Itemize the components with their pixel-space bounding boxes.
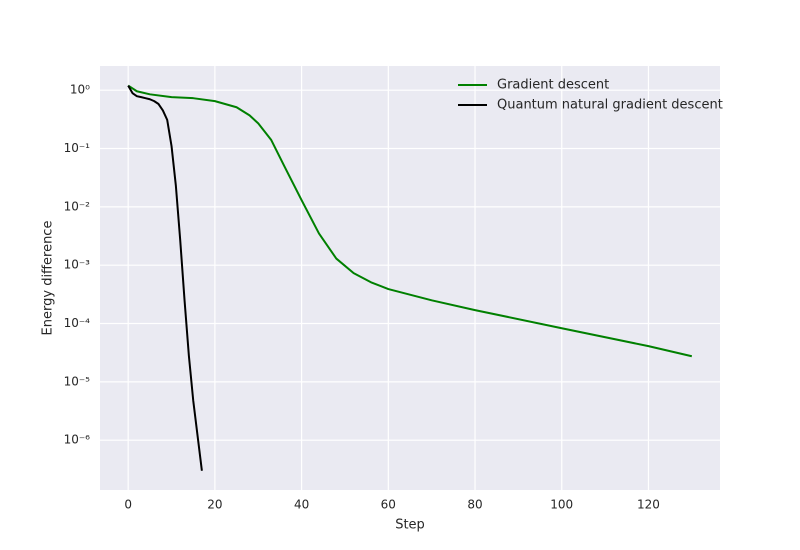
x-axis-label: Step (395, 518, 425, 533)
y-tick-label: 10⁻² (64, 199, 91, 213)
x-tick-label: 100 (550, 498, 573, 512)
x-tick-label: 20 (207, 498, 222, 512)
y-tick-label: 10⁻¹ (64, 141, 91, 155)
x-tick-label: 0 (124, 498, 132, 512)
plot-area (100, 66, 720, 490)
y-tick-label: 10⁻⁶ (64, 433, 91, 447)
series-line (127, 84, 693, 358)
x-tick-label: 60 (381, 498, 396, 512)
y-tick-label: 10⁰ (70, 83, 90, 97)
x-tick-label: 40 (294, 498, 309, 512)
x-tick-label: 80 (467, 498, 482, 512)
y-tick-label: 10⁻⁴ (64, 316, 91, 330)
y-axis-label: Energy difference (41, 221, 56, 336)
legend-label: Quantum natural gradient descent (497, 98, 723, 113)
x-tick-label: 120 (637, 498, 660, 512)
legend-label: Gradient descent (497, 78, 609, 93)
y-tick-label: 10⁻³ (64, 258, 91, 272)
series-line (127, 85, 203, 471)
y-tick-label: 10⁻⁵ (64, 374, 91, 388)
